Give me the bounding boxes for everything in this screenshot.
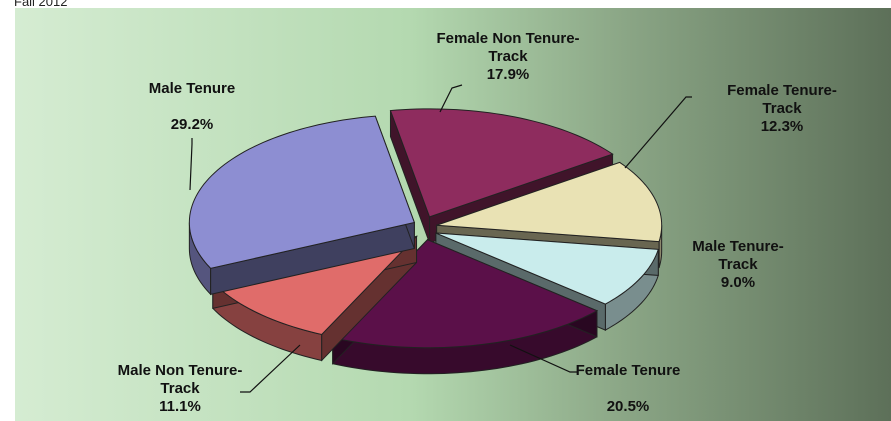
leader-line	[240, 344, 301, 393]
leader-line	[439, 84, 463, 113]
value-label: 12.3%	[760, 118, 804, 135]
slice-label: Male Tenure	[148, 80, 236, 97]
leader-line	[509, 344, 578, 373]
slice-label: Female Tenure-Track	[727, 82, 837, 117]
value-label: 29.2%	[170, 116, 214, 133]
slice-label: Male Non Tenure-Track	[117, 362, 243, 397]
slice-top	[436, 161, 663, 243]
slice-label: Female Non Tenure-Track	[436, 30, 580, 65]
chart-title: Fall 2012	[14, 0, 68, 9]
slice-top	[435, 232, 659, 305]
leader-line	[624, 96, 692, 169]
slice-top	[188, 115, 416, 269]
value-label: 17.9%	[486, 66, 530, 83]
value-label: 20.5%	[606, 398, 650, 415]
value-label: 9.0%	[720, 274, 756, 291]
slice-label: Male Tenure-Track	[692, 238, 784, 273]
slice-top	[331, 239, 599, 349]
leader-line	[189, 138, 193, 191]
slice-top	[389, 108, 614, 218]
value-label: 11.1%	[159, 398, 201, 415]
slice	[188, 115, 416, 296]
slice-label: Female Tenure	[575, 362, 681, 379]
